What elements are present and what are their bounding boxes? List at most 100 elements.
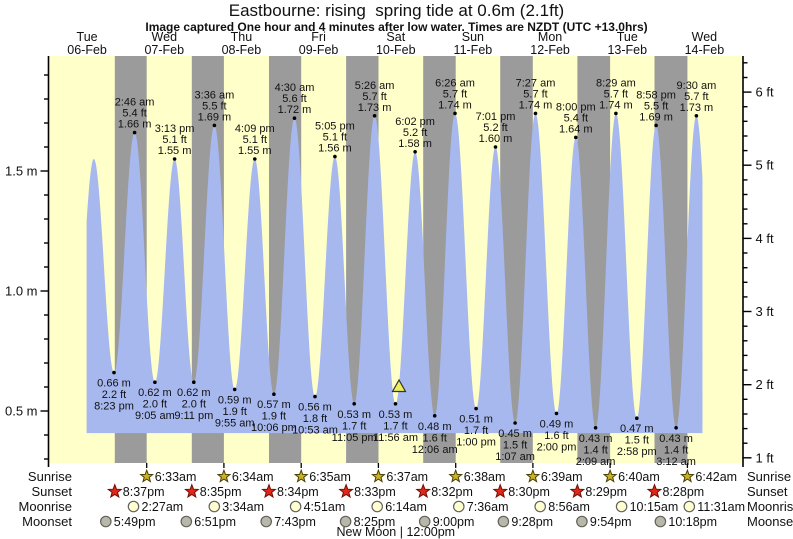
astro-time: 9:28pm <box>511 515 553 529</box>
high-tide-m: 1.74 m <box>519 99 553 111</box>
low-tide-ft: 2.0 ft <box>182 399 206 411</box>
moonrise-circle-icon <box>371 500 383 513</box>
moonrise-circle-icon <box>452 500 465 513</box>
low-tide-ft: 1.4 ft <box>664 444 688 456</box>
astro-time: 8:34pm <box>277 485 319 499</box>
sunset-star-icon <box>492 483 509 499</box>
low-tide-time: 10:06 pm <box>251 422 297 434</box>
low-tide-time: 2:09 am <box>576 456 616 468</box>
astro-time: 8:37pm <box>123 485 165 499</box>
tide-extreme-dot <box>574 135 578 140</box>
sunset-star-icon <box>569 483 586 499</box>
high-tide-time: 3:13 pm <box>155 123 195 135</box>
astro-time: 6:51pm <box>194 515 236 529</box>
low-tide-time: 10:53 am <box>292 425 338 437</box>
tide-extreme-dot <box>513 421 517 425</box>
day-date-label: 09-Feb <box>299 43 339 57</box>
high-tide-m: 1.66 m <box>118 119 152 131</box>
sunrise-star-icon <box>602 468 618 483</box>
day-date-label: 08-Feb <box>222 43 262 57</box>
moonrise-circle-icon <box>208 500 221 513</box>
low-tide-m: 0.66 m <box>97 378 131 390</box>
low-tide-m: 0.62 m <box>177 387 211 399</box>
day-date-label: 07-Feb <box>144 43 184 57</box>
day-date-label: 12-Feb <box>530 43 570 57</box>
high-tide-ft: 5.4 ft <box>122 108 146 120</box>
astro-row-label-left: Sunset <box>32 484 73 499</box>
astro-time: 8:33pm <box>354 485 396 499</box>
moonset-circle-icon <box>418 515 431 528</box>
astro-row-label-left: Moonrise <box>19 499 72 514</box>
high-tide-time: 6:02 pm <box>395 116 435 128</box>
right-axis-label: 2 ft <box>756 377 774 392</box>
moonrise-circle-icon <box>127 500 140 513</box>
day-date-label: 13-Feb <box>607 43 647 57</box>
low-tide-ft: 1.7 ft <box>342 420 366 432</box>
high-tide-m: 1.58 m <box>398 138 432 150</box>
high-tide-time: 4:09 pm <box>235 123 275 135</box>
tide-extreme-dot <box>453 111 457 116</box>
high-tide-m: 1.56 m <box>318 143 352 155</box>
tide-extreme-dot <box>493 145 498 149</box>
tide-extreme-dot <box>212 123 217 128</box>
low-tide-time: 8:23 pm <box>94 401 134 413</box>
astro-time: 6:34am <box>232 470 274 484</box>
tide-extreme-dot <box>352 402 357 406</box>
page-title: Eastbourne: rising spring tide at 0.6m (… <box>228 1 565 20</box>
low-tide-time: 3:12 am <box>656 456 696 468</box>
high-tide-m: 1.73 m <box>680 102 714 114</box>
moonset-circle-icon <box>180 515 193 528</box>
sunrise-star-icon <box>525 468 541 483</box>
high-tide-m: 1.55 m <box>158 145 192 157</box>
high-tide-ft: 5.7 ft <box>523 88 547 100</box>
sunrise-star-icon <box>139 468 155 483</box>
low-tide-m: 0.57 m <box>257 399 291 411</box>
astro-time: 6:14am <box>385 500 427 514</box>
tide-extreme-dot <box>172 157 177 161</box>
tide-extreme-dot <box>232 387 237 392</box>
moonrise-circle-icon <box>289 500 302 513</box>
low-tide-m: 0.47 m <box>620 423 654 435</box>
high-tide-time: 9:30 am <box>677 80 717 92</box>
day-date-label: 06-Feb <box>67 43 107 57</box>
left-axis-label: 1.0 m <box>5 284 38 299</box>
low-tide-time: 11:56 am <box>373 432 418 444</box>
tide-extreme-dot <box>432 414 437 418</box>
low-tide-m: 0.51 m <box>459 414 493 426</box>
high-tide-m: 1.72 m <box>278 104 312 116</box>
astro-time: 6:35am <box>309 470 351 484</box>
tide-extreme-dot <box>593 426 598 430</box>
moonset-circle-icon <box>576 515 588 528</box>
astro-time: 6:42am <box>695 470 737 484</box>
right-axis-label: 4 ft <box>756 231 774 246</box>
day-weekday-label: Wed <box>692 30 718 44</box>
low-tide-time: 1:00 pm <box>456 437 496 449</box>
tide-extreme-dot <box>372 114 377 118</box>
low-tide-time: 2:58 pm <box>617 446 657 458</box>
day-weekday-label: Sat <box>386 30 405 44</box>
day-weekday-label: Mon <box>538 30 562 44</box>
low-tide-m: 0.45 m <box>498 428 532 440</box>
low-tide-ft: 1.5 ft <box>503 440 527 452</box>
low-tide-ft: 1.6 ft <box>422 432 446 444</box>
low-tide-time: 9:05 am <box>135 410 175 422</box>
right-axis-label: 6 ft <box>756 85 774 100</box>
low-tide-m: 0.53 m <box>379 409 413 421</box>
sunrise-star-icon <box>216 468 232 483</box>
high-tide-m: 1.60 m <box>479 133 513 145</box>
astro-time: 10:18pm <box>668 515 717 529</box>
astro-time: 11:31am <box>697 500 745 514</box>
high-tide-m: 1.69 m <box>639 111 673 123</box>
tide-extreme-dot <box>153 380 157 385</box>
high-tide-time: 8:00 pm <box>556 101 596 113</box>
day-date-label: 10-Feb <box>376 43 416 57</box>
right-axis-label: 3 ft <box>756 304 774 319</box>
astro-time: 8:35pm <box>200 485 242 499</box>
day-date-label: 11-Feb <box>454 43 493 57</box>
low-tide-ft: 1.8 ft <box>303 413 327 425</box>
low-tide-ft: 1.5 ft <box>625 435 649 447</box>
high-tide-time: 2:46 am <box>115 97 155 109</box>
astro-row-label-right: Moonrise <box>747 499 793 514</box>
